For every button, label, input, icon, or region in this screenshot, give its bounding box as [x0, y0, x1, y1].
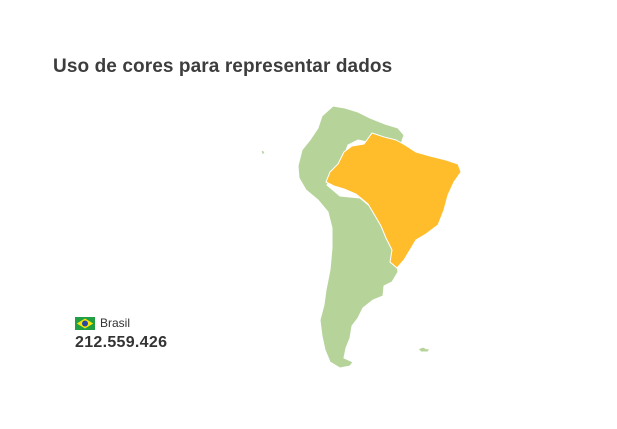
page-title: Uso de cores para representar dados	[53, 56, 393, 77]
country-value: 212.559.426	[75, 334, 168, 351]
brazil-flag-icon	[75, 316, 95, 330]
falkland-islands	[417, 346, 431, 353]
highlight-legend: Brasil 212.559.426	[75, 316, 167, 352]
galapagos-islands	[260, 149, 266, 155]
country-name: Brasil	[100, 316, 131, 330]
brazil-region[interactable]	[325, 132, 462, 269]
